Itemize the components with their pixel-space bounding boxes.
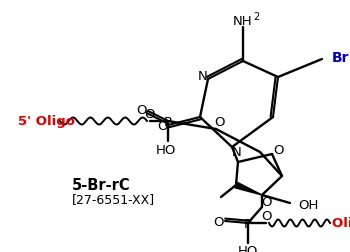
Text: NH: NH [233, 14, 253, 27]
Text: P: P [244, 218, 252, 231]
Text: O: O [214, 115, 224, 128]
Text: 5' Oligo: 5' Oligo [18, 115, 75, 128]
Text: 5-Br-rC: 5-Br-rC [72, 177, 131, 192]
Text: P: P [164, 116, 172, 129]
Polygon shape [235, 182, 262, 195]
Text: N: N [232, 146, 242, 159]
Text: Oligo 3': Oligo 3' [332, 217, 350, 230]
Text: O: O [213, 216, 223, 229]
Text: [27-6551-XX]: [27-6551-XX] [72, 193, 155, 206]
Text: OH: OH [298, 199, 318, 212]
Text: N: N [198, 69, 208, 82]
Text: O: O [136, 104, 146, 117]
Text: 2: 2 [253, 12, 259, 22]
Text: O: O [262, 210, 272, 223]
Text: O: O [144, 108, 154, 121]
Text: O: O [157, 120, 167, 133]
Text: O: O [273, 143, 283, 156]
Text: HO: HO [238, 244, 258, 252]
Text: Br: Br [332, 51, 350, 65]
Text: HO: HO [156, 143, 176, 156]
Text: O: O [262, 196, 272, 209]
